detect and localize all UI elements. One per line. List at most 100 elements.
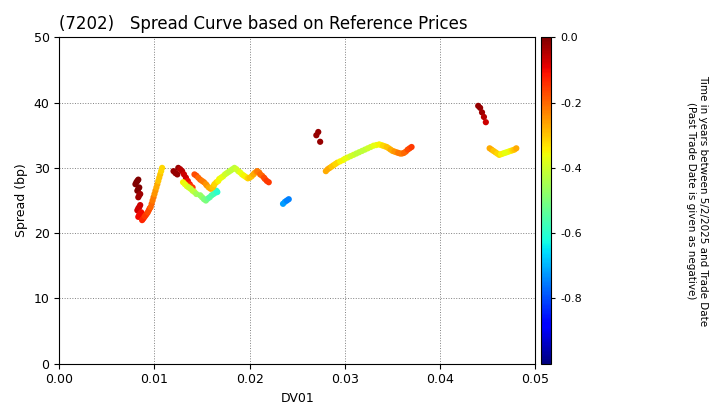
Point	[200, 197, 212, 204]
Point	[130, 179, 142, 186]
Point	[501, 149, 513, 155]
Point	[135, 210, 146, 217]
Point	[217, 173, 229, 180]
Point	[490, 149, 501, 155]
Point	[143, 207, 155, 214]
Point	[139, 213, 150, 220]
Point	[322, 166, 333, 173]
Point	[138, 215, 149, 222]
Point	[205, 185, 217, 192]
Point	[212, 178, 224, 184]
Point	[130, 181, 141, 188]
Point	[505, 147, 516, 154]
Point	[348, 152, 359, 158]
Point	[171, 171, 183, 178]
Point	[320, 168, 332, 175]
Point	[204, 194, 215, 201]
Point	[331, 159, 343, 166]
Point	[253, 169, 265, 176]
Point	[484, 145, 495, 152]
Point	[202, 195, 214, 202]
Point	[337, 157, 348, 163]
Point	[138, 214, 150, 221]
Point	[365, 144, 377, 150]
Point	[150, 187, 161, 194]
Point	[207, 184, 218, 191]
Point	[189, 189, 200, 195]
Point	[385, 146, 397, 153]
Point	[179, 171, 190, 178]
Point	[230, 166, 242, 173]
Point	[132, 185, 144, 192]
Point	[328, 162, 339, 169]
Point	[177, 179, 189, 186]
Point	[374, 141, 385, 148]
Point	[493, 152, 505, 158]
Point	[153, 174, 165, 181]
Point	[135, 202, 146, 208]
Point	[263, 179, 274, 186]
Point	[211, 179, 222, 186]
Point	[211, 187, 222, 194]
Point	[182, 178, 194, 184]
Point	[183, 184, 194, 191]
Point	[233, 168, 244, 175]
Point	[246, 173, 257, 180]
Point	[185, 183, 197, 189]
Point	[326, 163, 338, 170]
Point	[248, 170, 260, 176]
Point	[390, 149, 402, 155]
Point	[140, 212, 152, 218]
Point	[389, 148, 400, 155]
Point	[400, 148, 412, 155]
Point	[474, 105, 486, 111]
Point	[242, 175, 253, 182]
Point	[186, 187, 198, 194]
Point	[334, 158, 346, 165]
Point	[133, 192, 145, 199]
Point	[210, 189, 221, 196]
Point	[191, 191, 202, 197]
Point	[170, 170, 181, 176]
Point	[251, 168, 262, 175]
Point	[223, 168, 235, 175]
Point	[254, 171, 266, 178]
Point	[310, 132, 322, 139]
Point	[225, 167, 236, 174]
Point	[208, 183, 220, 189]
Point	[508, 146, 520, 153]
Point	[179, 181, 191, 188]
Point	[221, 170, 233, 176]
Point	[185, 185, 197, 192]
Point	[208, 191, 220, 197]
Point	[472, 102, 484, 109]
Point	[206, 192, 217, 199]
Point	[406, 144, 418, 150]
Point	[150, 184, 162, 191]
Point	[133, 184, 145, 191]
Point	[404, 145, 415, 152]
Point	[142, 209, 153, 215]
Point	[186, 184, 198, 191]
Point	[256, 172, 268, 179]
Point	[503, 148, 514, 155]
Point	[362, 145, 374, 152]
Point	[351, 150, 362, 157]
Point	[135, 191, 146, 197]
Point	[132, 194, 144, 201]
Text: (7202)   Spread Curve based on Reference Prices: (7202) Spread Curve based on Reference P…	[59, 15, 468, 33]
Point	[235, 169, 246, 176]
Point	[244, 174, 256, 181]
Point	[215, 174, 227, 181]
Point	[132, 178, 143, 184]
Point	[133, 204, 145, 210]
Point	[324, 165, 336, 171]
Point	[212, 189, 223, 195]
Point	[342, 154, 354, 161]
Point	[248, 171, 259, 178]
Point	[132, 176, 144, 183]
Point	[132, 205, 144, 212]
Point	[168, 168, 179, 175]
Point	[499, 150, 510, 156]
Point	[180, 174, 192, 181]
